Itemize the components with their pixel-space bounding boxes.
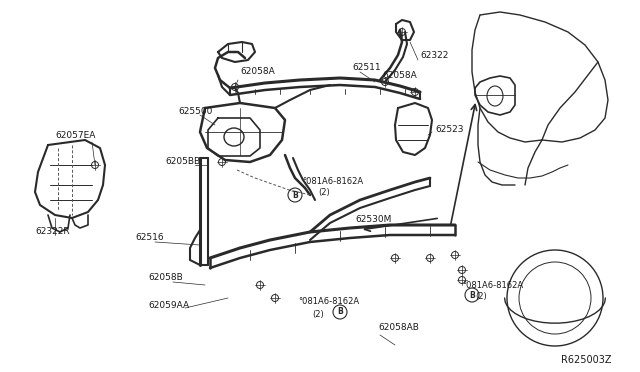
Text: 62058A: 62058A	[382, 71, 417, 80]
Text: 62058B: 62058B	[148, 273, 183, 282]
Text: °081A6-8162A: °081A6-8162A	[462, 280, 523, 289]
Text: 62523: 62523	[435, 125, 463, 135]
Text: °081A6-8162A: °081A6-8162A	[302, 177, 363, 186]
Text: 62057EA: 62057EA	[55, 131, 95, 140]
Text: R625003Z: R625003Z	[561, 355, 612, 365]
Text: B: B	[469, 291, 475, 299]
Text: 62322R: 62322R	[35, 228, 70, 237]
Text: 62058A: 62058A	[240, 67, 275, 77]
Text: 62322: 62322	[420, 51, 449, 60]
Text: (2): (2)	[312, 311, 324, 320]
Text: B: B	[337, 308, 343, 317]
Text: 62530M: 62530M	[355, 215, 392, 224]
Text: 6205BB: 6205BB	[165, 157, 200, 167]
Text: 62058AB: 62058AB	[378, 324, 419, 333]
Text: (2): (2)	[475, 292, 487, 301]
Text: 62516: 62516	[135, 234, 164, 243]
Text: 625500: 625500	[178, 108, 212, 116]
Text: 62511: 62511	[352, 64, 381, 73]
Text: °081A6-8162A: °081A6-8162A	[298, 298, 359, 307]
Text: (2): (2)	[318, 187, 330, 196]
Text: 62059AA: 62059AA	[148, 301, 189, 310]
Text: B: B	[292, 190, 298, 199]
